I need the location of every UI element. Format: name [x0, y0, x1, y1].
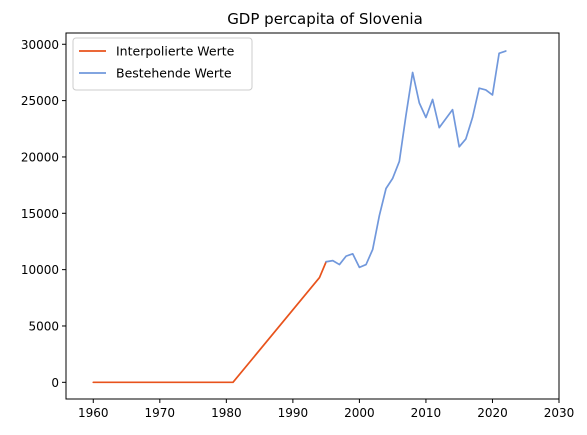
- legend-box: [72, 37, 253, 91]
- chart-title: GDP percapita of Slovenia: [227, 10, 423, 28]
- y-axis: 0 5000 10000 15000 20000 25000 30000: [21, 38, 66, 390]
- legend-label-interpolated: Interpolierte Werte: [116, 44, 235, 59]
- y-tick-label: 5000: [28, 319, 59, 333]
- plot-lines: [92, 50, 507, 384]
- legend: Interpolierte Werte Bestehende Werte: [72, 37, 253, 91]
- x-tick-label: 1970: [145, 406, 176, 420]
- x-tick-label: 2020: [477, 406, 508, 420]
- y-tick-label: 10000: [21, 263, 59, 277]
- x-axis: 1960 1970 1980 1990 2000 2010 2020 2030: [78, 399, 574, 420]
- x-tick-label: 1980: [211, 406, 242, 420]
- x-tick-label: 2030: [544, 406, 575, 420]
- y-tick-label: 15000: [21, 207, 59, 221]
- x-tick-label: 1960: [78, 406, 109, 420]
- series-line-0: [92, 260, 327, 384]
- y-tick-label: 0: [51, 376, 59, 390]
- x-tick-label: 2010: [411, 406, 442, 420]
- legend-label-existing: Bestehende Werte: [116, 66, 232, 81]
- y-tick-label: 25000: [21, 94, 59, 108]
- series-line-1: [325, 50, 507, 269]
- x-tick-label: 1990: [278, 406, 309, 420]
- y-tick-label: 30000: [21, 38, 59, 52]
- y-tick-label: 20000: [21, 150, 59, 164]
- x-tick-label: 2000: [344, 406, 375, 420]
- plot-frame: [65, 32, 560, 400]
